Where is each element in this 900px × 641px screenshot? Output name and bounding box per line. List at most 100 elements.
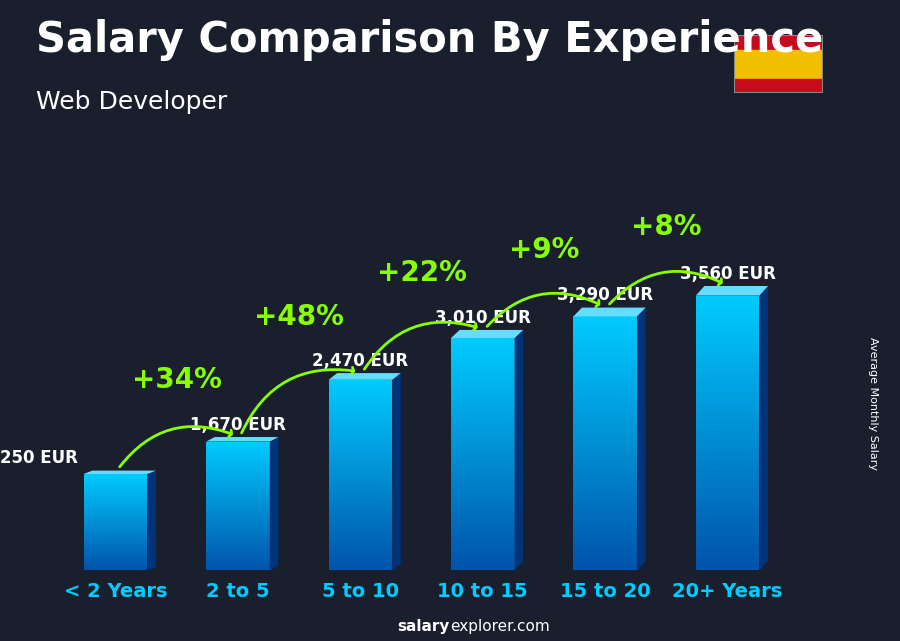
Bar [84,479,148,481]
Bar [206,448,270,451]
Bar [573,361,637,367]
Bar [573,463,637,469]
Bar [573,354,637,361]
Bar [451,408,515,413]
Bar [328,556,392,561]
Bar [328,542,392,547]
Bar [573,437,637,444]
Bar [696,344,760,351]
Bar [573,488,637,494]
Bar [328,465,392,470]
Bar [84,535,148,537]
Bar [328,475,392,480]
Bar [696,529,760,536]
Bar [84,494,148,495]
Bar [328,461,392,465]
Polygon shape [84,470,156,474]
Bar [206,516,270,519]
Text: 3,560 EUR: 3,560 EUR [680,265,776,283]
Bar [451,530,515,536]
Text: +48%: +48% [254,303,344,331]
Bar [206,474,270,477]
Bar [451,356,515,362]
Bar [84,556,148,558]
Bar [206,461,270,464]
Bar [451,443,515,449]
Bar [573,545,637,551]
Bar [206,503,270,506]
Bar [206,467,270,470]
Bar [696,426,760,433]
Polygon shape [760,286,768,570]
Bar [206,529,270,532]
Bar [573,501,637,507]
Bar [206,564,270,567]
Text: Web Developer: Web Developer [36,90,227,113]
Bar [451,379,515,385]
Bar [573,418,637,424]
Bar [573,551,637,558]
Bar [573,317,637,323]
Bar [328,442,392,447]
Bar [206,509,270,512]
Bar [206,532,270,535]
Bar [328,418,392,422]
Bar [84,503,148,505]
Bar [206,464,270,467]
Bar [328,437,392,442]
Bar [573,520,637,526]
Text: Salary Comparison By Experience: Salary Comparison By Experience [36,19,824,62]
Bar [206,548,270,551]
Bar [696,563,760,570]
Bar [84,501,148,503]
Bar [696,296,760,303]
Bar [206,554,270,558]
Bar [328,408,392,413]
Bar [573,431,637,437]
Bar [451,425,515,431]
Bar [206,487,270,490]
Bar [328,385,392,389]
Bar [696,351,760,358]
Bar [696,330,760,337]
Bar [206,483,270,487]
Bar [84,568,148,570]
Bar [328,470,392,475]
Bar [206,522,270,526]
Bar [573,456,637,463]
Bar [84,542,148,544]
Bar [206,458,270,461]
Bar [451,362,515,367]
Bar [84,546,148,549]
Bar [451,454,515,460]
Bar [84,544,148,546]
Bar [328,480,392,485]
Bar [206,561,270,564]
Bar [451,518,515,524]
Bar [206,490,270,493]
Bar [84,508,148,510]
Bar [206,567,270,570]
Bar [696,419,760,426]
Bar [328,508,392,513]
Text: 1,670 EUR: 1,670 EUR [190,415,286,434]
Bar [206,496,270,499]
Bar [696,399,760,406]
Bar [696,515,760,522]
Bar [206,470,270,474]
Bar [328,513,392,518]
Polygon shape [270,437,278,570]
Bar [573,481,637,488]
Bar [328,528,392,532]
Polygon shape [328,373,400,379]
Bar [696,522,760,529]
Bar [328,537,392,542]
Bar [451,402,515,408]
Bar [328,389,392,394]
Bar [451,559,515,565]
Bar [451,565,515,570]
Bar [84,491,148,494]
Text: +22%: +22% [377,259,466,287]
Bar [573,494,637,501]
Bar [84,505,148,508]
